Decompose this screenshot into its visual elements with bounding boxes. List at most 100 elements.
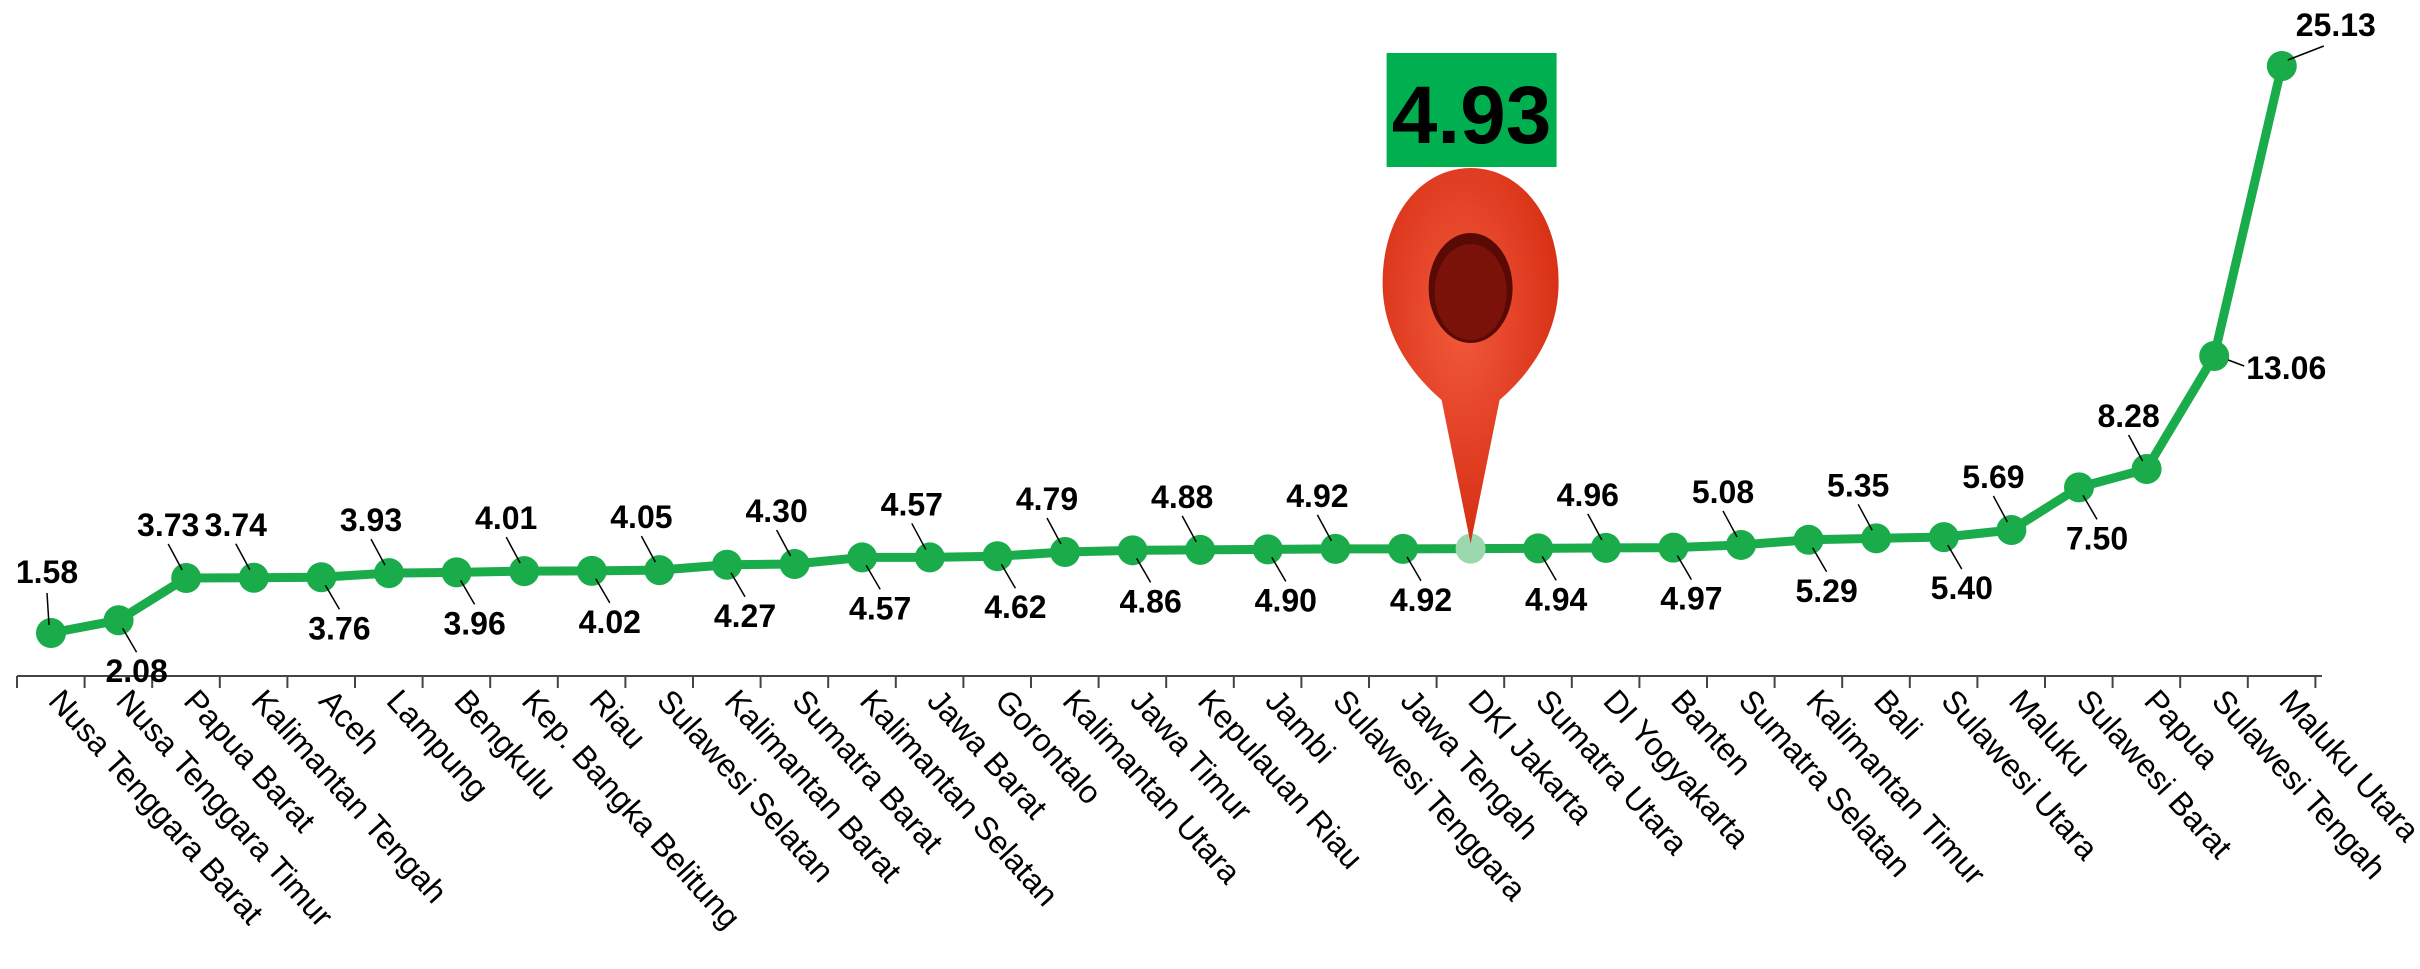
data-label-leader	[865, 565, 881, 590]
data-point	[306, 562, 337, 593]
data-label-leader	[1316, 514, 1333, 542]
data-label: 4.96	[1557, 477, 1619, 513]
map-pin-hole-inner	[1434, 244, 1507, 340]
data-point	[2199, 341, 2230, 371]
data-label-leader	[324, 584, 341, 610]
data-label: 5.40	[1931, 570, 1993, 606]
data-label: 4.05	[610, 499, 672, 535]
data-point	[847, 542, 878, 573]
data-label: 4.57	[881, 486, 943, 522]
data-label-leader	[1271, 556, 1287, 582]
data-label-leader	[1587, 513, 1603, 541]
data-label: 4.92	[1390, 582, 1452, 618]
map-pin-icon	[1382, 168, 1559, 544]
highlight-value-box	[1386, 53, 1557, 167]
data-label-leader	[1722, 510, 1738, 538]
data-point	[103, 605, 134, 636]
data-label: 7.50	[2066, 520, 2128, 556]
category-label: Bali	[1867, 683, 1929, 747]
data-label: 3.93	[340, 502, 402, 538]
data-point	[1185, 534, 1216, 565]
data-label-leader	[370, 538, 386, 566]
data-label-leader	[167, 543, 183, 571]
data-label-leader	[46, 592, 50, 626]
data-point	[982, 541, 1013, 572]
data-point	[1455, 533, 1486, 564]
data-point	[1117, 535, 1148, 566]
data-label-leader	[1541, 555, 1557, 581]
data-point	[644, 555, 675, 586]
data-label: 4.01	[475, 500, 537, 536]
data-label-leader	[1947, 544, 1963, 570]
data-label: 4.88	[1151, 479, 1213, 515]
data-label: 1.58	[16, 554, 78, 590]
data-point	[779, 549, 810, 580]
data-label-leader	[1676, 555, 1693, 581]
series-line	[50, 64, 2287, 638]
data-label-leader	[2227, 359, 2245, 367]
data-label-leader	[595, 578, 611, 604]
data-label: 4.62	[984, 589, 1046, 625]
data-point	[1050, 537, 1080, 568]
data-point	[1726, 529, 1756, 560]
data-point	[576, 555, 607, 586]
data-point	[1996, 515, 2027, 545]
data-point	[1388, 533, 1418, 564]
data-label: 4.30	[745, 493, 807, 529]
data-label: 4.27	[714, 598, 776, 634]
data-label: 3.73	[137, 507, 199, 543]
data-label: 3.96	[443, 605, 505, 641]
data-label-leader	[121, 627, 138, 653]
data-label-leader	[2082, 494, 2098, 520]
data-label-leader	[1811, 547, 1828, 573]
data-label-leader	[1181, 515, 1197, 543]
data-point	[1252, 534, 1283, 565]
data-point	[712, 549, 742, 580]
data-point	[1320, 533, 1351, 564]
data-label: 4.02	[579, 604, 641, 640]
data-label-leader	[2127, 434, 2144, 462]
data-point	[238, 562, 269, 593]
data-label-leader	[1046, 517, 1062, 545]
data-label-leader	[459, 579, 476, 605]
data-point	[2064, 472, 2094, 503]
data-label: 4.92	[1286, 478, 1348, 514]
data-point	[1861, 523, 1892, 554]
data-label: 25.13	[2296, 7, 2376, 43]
data-point	[36, 618, 66, 648]
data-point	[1928, 522, 1959, 553]
data-label-leader	[1992, 495, 2009, 523]
data-point	[914, 542, 945, 573]
data-label-leader	[2287, 45, 2325, 61]
data-label-leader	[505, 536, 521, 564]
data-point	[374, 558, 404, 589]
data-label-leader	[1000, 563, 1017, 589]
data-label: 5.35	[1827, 467, 1889, 503]
data-label: 4.86	[1119, 583, 1181, 619]
data-point	[509, 556, 540, 587]
data-point	[441, 557, 472, 588]
data-point	[171, 563, 202, 593]
data-label-leader	[1406, 556, 1422, 582]
data-label: 5.08	[1692, 474, 1754, 510]
data-label: 5.29	[1795, 573, 1857, 609]
data-label: 3.76	[308, 610, 370, 646]
data-label: 2.08	[105, 653, 167, 689]
data-point	[1658, 532, 1689, 563]
data-label: 4.79	[1016, 481, 1078, 517]
data-label: 4.90	[1255, 582, 1317, 618]
data-point	[1793, 524, 1824, 555]
data-label: 4.57	[849, 590, 911, 626]
data-label-leader	[730, 572, 746, 598]
data-label: 8.28	[2097, 398, 2159, 434]
data-label: 13.06	[2246, 350, 2326, 386]
data-point	[2266, 51, 2297, 81]
data-point	[2131, 454, 2162, 484]
highlight-value-label: 4.93	[1392, 70, 1552, 161]
data-label-leader	[775, 529, 792, 557]
data-label-leader	[235, 543, 251, 571]
data-label: 4.94	[1525, 581, 1587, 617]
data-label-leader	[640, 535, 657, 563]
data-label-leader	[1857, 503, 1873, 531]
